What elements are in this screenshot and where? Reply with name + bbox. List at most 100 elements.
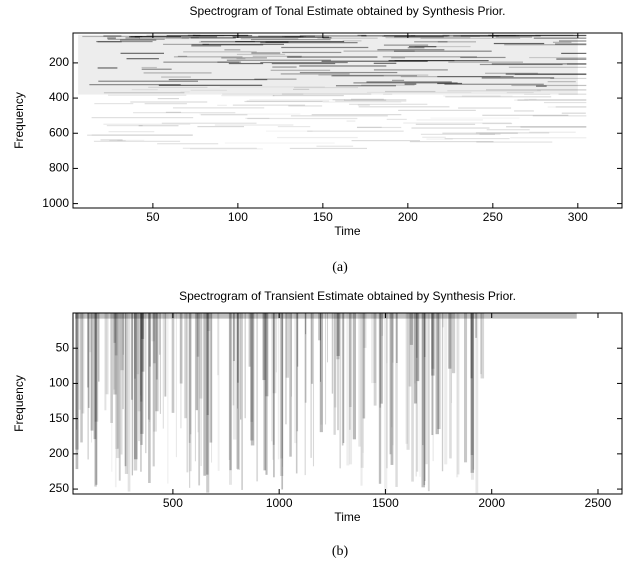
spectral-streak [217,313,219,376]
spectral-streak [535,34,574,36]
spectral-streak [472,313,475,470]
spectral-streak [191,45,222,47]
spectral-streak [392,313,394,446]
spectral-streak [198,313,201,486]
spectral-streak [277,136,358,139]
spectral-streak [555,106,587,108]
spectral-streak [236,58,246,60]
spectral-streak [485,72,538,74]
spectral-streak [124,313,129,474]
spectral-streak [361,35,450,37]
spectral-streak [271,313,273,442]
spectral-streak [547,81,576,83]
spectral-streak [131,313,133,476]
chart-title: Spectrogram of Tonal Estimate obtained b… [190,4,506,18]
spectral-streak [407,47,425,49]
spectral-streak [117,313,119,449]
spectral-streak [114,313,118,356]
spectral-streak [217,313,220,471]
spectral-streak [236,53,286,56]
spectral-streak [282,35,307,38]
spectral-streak [414,41,448,43]
spectral-streak [113,313,116,343]
spectral-streak [246,100,330,102]
spectral-streak [299,71,398,74]
spectral-streak [453,35,499,37]
spectral-streak [444,83,544,85]
spectral-streak [537,89,587,91]
spectral-streak [430,117,520,119]
spectral-streak [155,313,159,412]
spectral-streak [161,76,191,78]
spectral-streak [382,35,480,37]
spectral-streak [106,124,143,127]
spectral-streak [307,130,404,132]
spectral-streak [356,126,402,129]
spectral-streak [191,44,264,46]
spectral-streak [89,313,92,353]
spectral-streak [409,313,413,345]
y-tick-label: 50 [56,340,70,354]
spectral-streak [167,313,169,484]
spectral-streak [188,313,191,443]
spectral-streak [379,313,382,408]
spectral-streak [140,313,142,396]
spectral-streak [179,313,183,384]
spectral-streak [346,313,350,466]
spectral-streak [122,313,124,410]
spectral-streak [331,75,417,77]
spectral-streak [296,313,299,367]
spectral-streak [133,313,138,471]
spectral-streak [357,34,367,37]
spectral-streak [146,34,196,36]
spectral-streak [360,313,363,486]
spectral-streak [182,147,257,149]
spectral-streak [139,37,189,40]
spectral-streak [294,313,297,444]
spectral-streak [93,140,181,142]
spectral-streak [416,119,483,121]
spectral-streak [271,313,275,460]
spectral-streak [475,313,478,338]
spectral-streak [131,313,133,400]
x-tick-label: 100 [228,210,248,224]
spectral-streak [105,313,109,395]
spectral-streak [432,313,434,462]
spectral-streak [143,72,212,74]
spectral-streak [437,75,514,78]
spectral-streak [277,125,311,128]
spectral-streak [342,313,345,444]
spectral-streak [226,59,331,61]
spectral-streak [470,313,473,379]
spectral-streak [157,98,179,100]
spectral-streak [91,313,92,443]
spectral-streak [214,124,294,126]
spectral-streak [419,313,421,477]
spectral-streak [332,99,407,101]
spectral-streak [94,103,134,105]
spectral-streak [414,313,416,384]
y-tick-label: 800 [49,161,69,175]
spectral-haze [75,313,577,319]
spectral-streak [437,41,477,43]
spectral-streak [366,91,472,94]
spectral-streak [561,52,587,54]
spectral-streak [505,73,587,75]
spectral-streak [386,313,388,364]
spectral-streak [200,40,255,43]
spectral-streak [437,313,441,430]
spectral-streak [236,313,240,469]
spectral-streak [395,313,398,487]
spectral-streak [130,101,208,103]
x-tick-label: 250 [483,210,503,224]
spectral-streak [190,37,237,39]
x-tick-label: 50 [146,210,160,224]
spectral-streak [250,313,254,422]
chart: 500 1000 1500 2000 2500 50 100 150 200 250 Spectro… [12,289,623,559]
spectral-streak [129,36,182,38]
spectral-streak [94,313,97,487]
spectral-streak [206,313,209,475]
spectral-streak [163,61,240,63]
spectral-streak [153,313,156,364]
spectral-streak [394,35,448,37]
